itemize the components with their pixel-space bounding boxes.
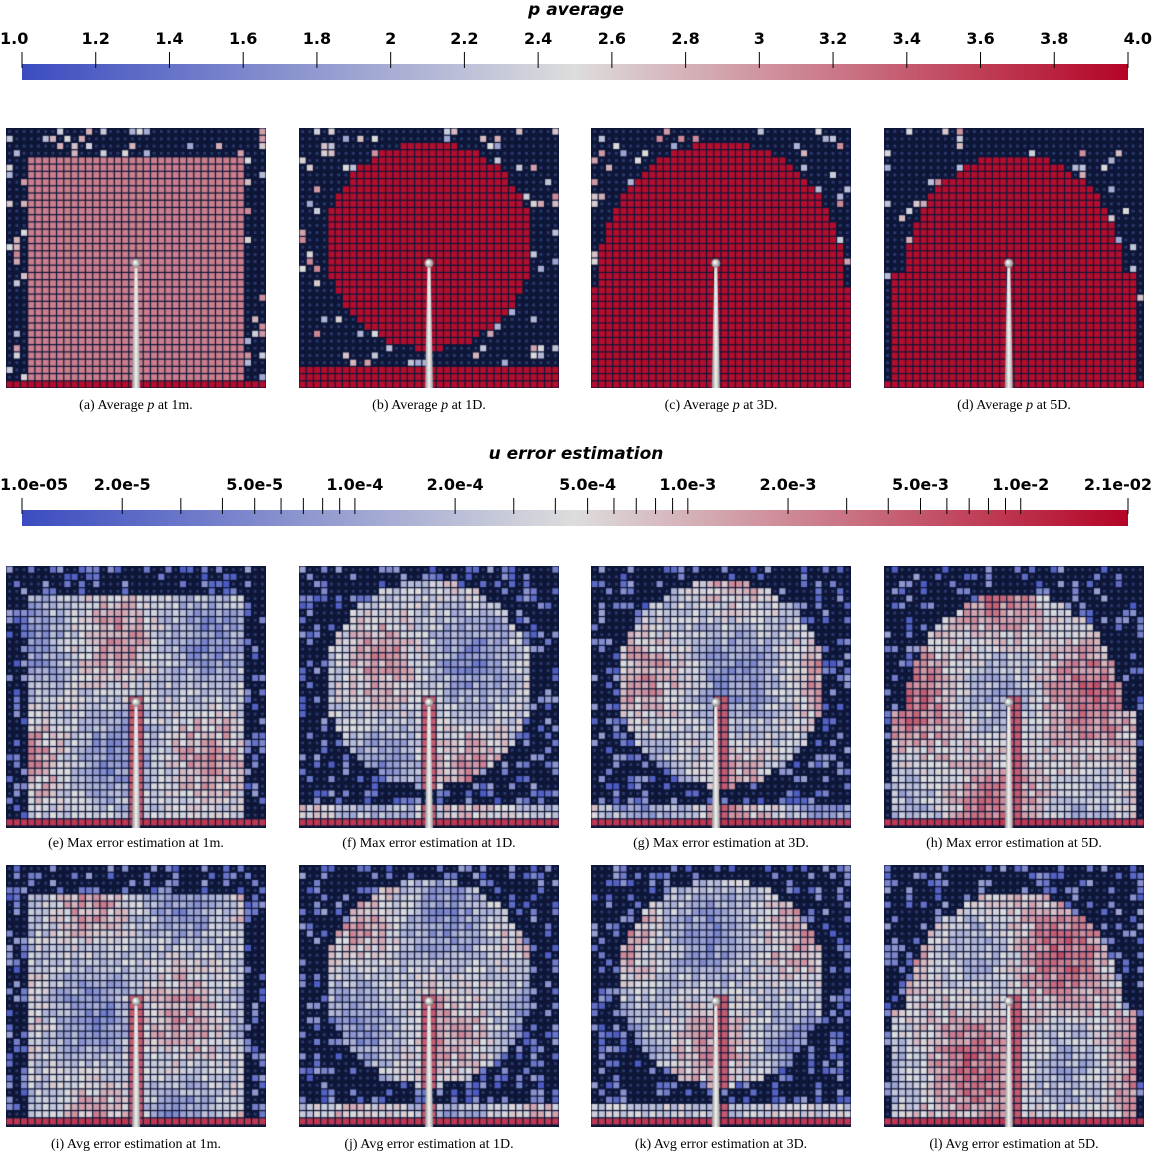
panel-k-image [591, 865, 851, 1127]
colorbar-p: 1.0 1.2 1.4 1.6 1.8 2 2.2 2.4 2.6 2.8 3 3.2 3.4 3.6 3.… [0, 29, 1152, 80]
panel-b-image [299, 128, 559, 388]
colorbar-tick-label: 1.0e-4 [326, 475, 383, 494]
caption-text: at 1m. [154, 398, 193, 413]
caption-text: (c) Average [664, 398, 733, 413]
colorbar-tick-label: 2 [385, 29, 396, 48]
caption-variable: p [1026, 398, 1034, 413]
colorbar-gradient [22, 510, 1128, 526]
caption-text: at 1D. [448, 398, 486, 413]
colorbar-u: 1.0e-05 2.0e-5 5.0e-5 1.0e-4 2.0e-4 5.0e-4 1.0… [0, 475, 1152, 526]
colorbar-tick-label: 2.4 [524, 29, 552, 48]
caption-text: (k) Avg error estimation at 3D. [634, 1137, 808, 1152]
caption-variable: p [147, 398, 155, 413]
panel-c-image [591, 128, 851, 388]
caption-text: (a) Average [79, 398, 148, 413]
colorbar-tick-label: 1.0 [0, 29, 28, 48]
colorbar-u-title: u error estimation [488, 444, 664, 464]
colorbar-tick-label: 3.4 [893, 29, 921, 48]
colorbar-tick-label: 1.2 [82, 29, 110, 48]
colorbar-tick-label: 3.8 [1040, 29, 1068, 48]
colorbar-tick-label: 5.0e-5 [226, 475, 283, 494]
caption-text: (j) Avg error estimation at 1D. [344, 1137, 514, 1152]
panel-d-image [884, 128, 1144, 388]
colorbar-tick-label: 2.1e-02 [1084, 475, 1152, 494]
caption-text: (g) Max error estimation at 3D. [633, 836, 809, 851]
caption-i: (i) Avg error estimation at 1m. [0, 1137, 286, 1153]
colorbar-tick-label: 1.0e-05 [0, 475, 68, 494]
caption-text: at 3D. [739, 398, 778, 413]
colorbar-tick-label: 2.0e-5 [94, 475, 151, 494]
colorbar-tick-label: 1.6 [229, 29, 257, 48]
caption-f: (f) Max error estimation at 1D. [279, 836, 579, 852]
colorbar-tick-label: 5.0e-3 [892, 475, 949, 494]
caption-text: (b) Average [372, 398, 442, 413]
colorbar-gradient [22, 64, 1128, 80]
caption-g: (g) Max error estimation at 3D. [571, 836, 871, 852]
caption-b: (b) Average p at 1D. [279, 398, 579, 414]
colorbar-tick-label: 3.2 [819, 29, 847, 48]
colorbar-p-title: p average [528, 0, 624, 20]
colorbar-tick-label: 5.0e-4 [559, 475, 616, 494]
colorbar-tick-label: 1.8 [303, 29, 331, 48]
colorbar-tick-label: 1.4 [155, 29, 183, 48]
caption-j: (j) Avg error estimation at 1D. [279, 1137, 579, 1153]
caption-a: (a) Average p at 1m. [0, 398, 286, 414]
colorbar-tick-label: 4.0 [1124, 29, 1152, 48]
colorbar-tick-label: 2.2 [450, 29, 478, 48]
colorbar-tick-label: 1.0e-2 [992, 475, 1049, 494]
caption-text: (i) Avg error estimation at 1m. [50, 1137, 222, 1152]
panel-g-image [591, 566, 851, 828]
panel-i-image [6, 865, 266, 1127]
panel-h-image [884, 566, 1144, 828]
colorbar-tick-label: 2.0e-3 [760, 475, 817, 494]
caption-text: (h) Max error estimation at 5D. [926, 836, 1102, 851]
colorbar-tick-label: 3.6 [966, 29, 994, 48]
colorbar-tick-label: 3 [754, 29, 765, 48]
caption-variable: p [732, 398, 740, 413]
caption-text: (f) Max error estimation at 1D. [342, 836, 516, 851]
colorbar-tick-label: 1.0e-3 [659, 475, 716, 494]
caption-d: (d) Average p at 5D. [864, 398, 1152, 414]
colorbar-tick-label: 2.6 [598, 29, 626, 48]
caption-variable: p [441, 398, 449, 413]
caption-text: (d) Average [957, 398, 1027, 413]
caption-text: at 5D. [1033, 398, 1071, 413]
caption-c: (c) Average p at 3D. [571, 398, 871, 414]
panel-l-image [884, 865, 1144, 1127]
colorbar-tick-label: 2.8 [671, 29, 699, 48]
caption-e: (e) Max error estimation at 1m. [0, 836, 286, 852]
caption-text: (l) Avg error estimation at 5D. [929, 1137, 1099, 1152]
panel-e-image [6, 566, 266, 828]
panel-j-image [299, 865, 559, 1127]
colorbar-tick-label: 2.0e-4 [427, 475, 484, 494]
panel-f-image [299, 566, 559, 828]
caption-k: (k) Avg error estimation at 3D. [571, 1137, 871, 1153]
caption-l: (l) Avg error estimation at 5D. [864, 1137, 1152, 1153]
panel-a-image [6, 128, 266, 388]
caption-h: (h) Max error estimation at 5D. [864, 836, 1152, 852]
caption-text: (e) Max error estimation at 1m. [48, 836, 224, 851]
